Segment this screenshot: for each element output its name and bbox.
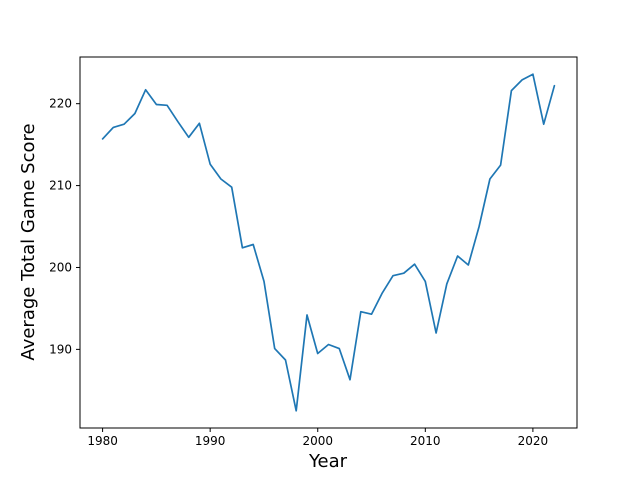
axis-ticks: 1980 1990 2000 2010 2020 190 200 210 220: [49, 97, 548, 448]
average-total-game-score-line: [101, 73, 556, 412]
plot-area: [80, 57, 577, 428]
x-tick-label: 2010: [410, 434, 441, 448]
y-tick-label: 210: [49, 179, 72, 193]
y-tick-label: 190: [49, 342, 72, 356]
x-tick-label: 1990: [195, 434, 226, 448]
y-tick-label: 200: [49, 260, 72, 274]
y-axis-label: Average Total Game Score: [18, 123, 39, 360]
y-tick-label: 220: [49, 97, 72, 111]
x-tick-label: 2000: [302, 434, 333, 448]
x-tick-label: 1980: [87, 434, 118, 448]
x-tick-label: 2020: [518, 434, 549, 448]
x-axis-label: Year: [308, 451, 348, 472]
data-series: [101, 73, 556, 412]
axes-frame: [79, 56, 578, 429]
